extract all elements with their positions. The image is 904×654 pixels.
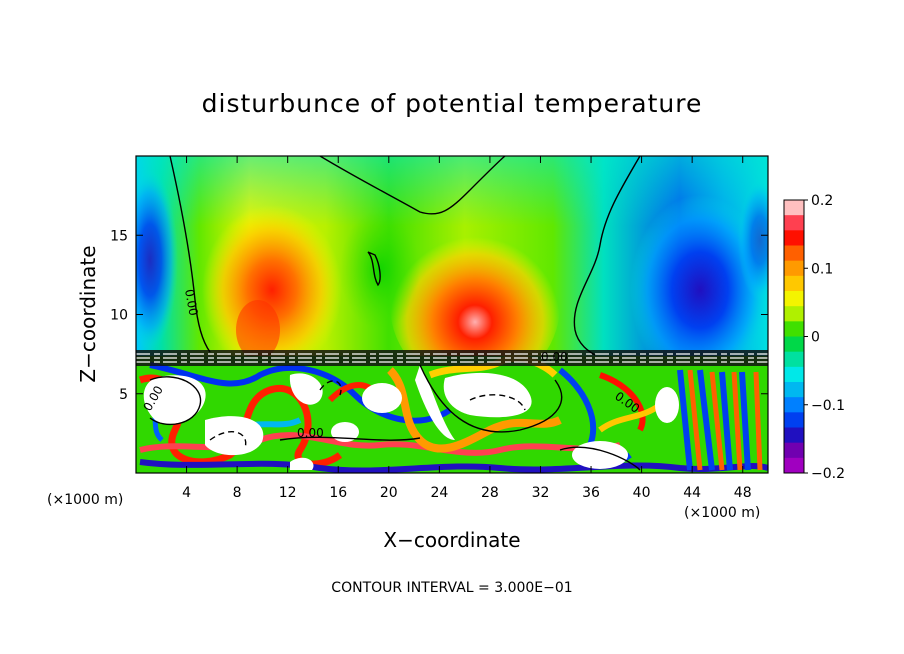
x-tick-label: 8 xyxy=(233,485,242,501)
contour-label: 0.00 xyxy=(541,350,568,364)
chart-title: disturbunce of potential temperature xyxy=(202,89,703,118)
x-tick-label: 48 xyxy=(734,485,752,501)
x-tick-label: 12 xyxy=(279,485,297,501)
colorbar-swatch xyxy=(784,275,804,292)
cold-anomaly-right xyxy=(630,195,768,385)
x-right-unit: (×1000 m) xyxy=(684,505,760,521)
contour-interval-note: CONTOUR INTERVAL = 3.000E−01 xyxy=(331,580,572,596)
x-tick-label: 36 xyxy=(582,485,600,501)
y-tick-label: 15 xyxy=(110,228,128,244)
colorbar-swatch xyxy=(784,200,804,216)
colorbar-swatch xyxy=(784,215,804,231)
y-tick-label: 5 xyxy=(119,387,128,403)
x-tick-label: 40 xyxy=(633,485,651,501)
x-tick-label: 4 xyxy=(182,485,191,501)
colorbar-swatch xyxy=(784,260,804,277)
x-tick-label: 28 xyxy=(481,485,499,501)
colorbar-swatch xyxy=(784,366,804,383)
colorbar-tick-label: −0.2 xyxy=(811,466,845,482)
colorbar-swatch xyxy=(784,382,804,398)
colorbar-swatch xyxy=(784,230,804,246)
x-axis-ticks: 4 8 12 16 20 24 28 32 36 40 44 48 xyxy=(182,156,752,501)
colorbar-tick-label: −0.1 xyxy=(811,398,845,414)
y-axis-ticks: 5 10 15 xyxy=(110,228,768,403)
x-tick-label: 20 xyxy=(380,485,398,501)
colorbar-ticks: 0.2 0.1 0 −0.1 −0.2 xyxy=(804,193,845,482)
contour-label: 0.00 xyxy=(182,288,200,317)
colorbar-swatch xyxy=(784,397,804,413)
colorbar-swatch xyxy=(784,427,804,444)
x-left-unit: (×1000 m) xyxy=(47,492,123,508)
colorbar-swatch xyxy=(784,306,804,322)
colorbar xyxy=(784,200,804,474)
heatmap-field: 0.00 0.00 0.00 0.00 0.00 xyxy=(136,156,768,473)
colorbar-swatch xyxy=(784,336,804,353)
colorbar-tick-label: 0.2 xyxy=(811,193,833,209)
colorbar-swatch xyxy=(784,412,804,428)
colorbar-swatch xyxy=(784,245,804,262)
saturated-regions xyxy=(143,365,679,470)
colorbar-tick-label: 0.1 xyxy=(811,261,833,277)
negative-contour-lines xyxy=(209,380,526,449)
x-tick-label: 24 xyxy=(430,485,448,501)
y-axis-title: Z−coordinate xyxy=(76,245,100,382)
warm-anomaly-center xyxy=(390,220,560,390)
colorbar-swatch xyxy=(784,351,804,368)
x-tick-label: 16 xyxy=(329,485,347,501)
colorbar-swatch xyxy=(784,457,804,474)
colorbar-swatch xyxy=(784,321,804,337)
cold-anomaly-left xyxy=(136,170,178,350)
contour-lines xyxy=(149,156,641,471)
colorbar-swatch xyxy=(784,442,804,459)
x-axis-title: X−coordinate xyxy=(383,528,520,552)
contour-label: 0.00 xyxy=(297,426,324,440)
x-tick-label: 32 xyxy=(532,485,550,501)
colorbar-swatch xyxy=(784,291,804,307)
x-tick-label: 44 xyxy=(683,485,701,501)
colorbar-tick-label: 0 xyxy=(811,330,820,346)
y-tick-label: 10 xyxy=(110,308,128,324)
